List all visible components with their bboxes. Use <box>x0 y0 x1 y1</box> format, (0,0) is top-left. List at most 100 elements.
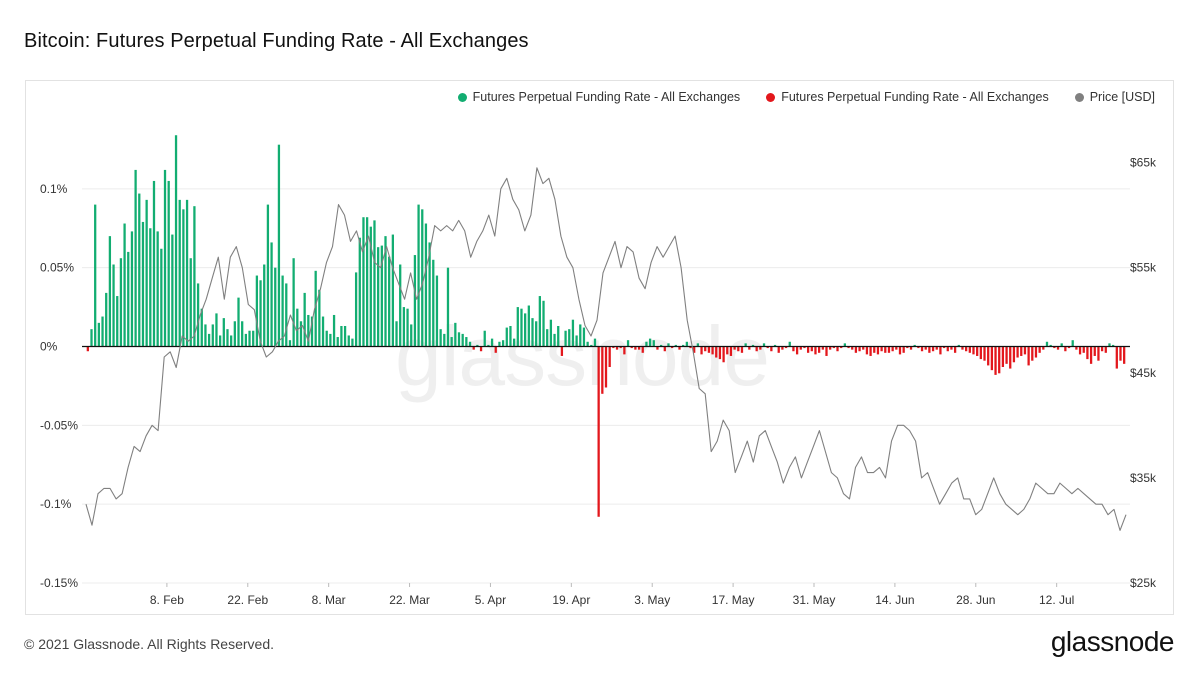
x-tick-label: 28. Jun <box>956 593 995 607</box>
bar-positive <box>457 332 461 347</box>
bar-positive <box>130 231 134 347</box>
bar-negative <box>1100 346 1104 352</box>
bar-negative <box>656 346 659 350</box>
bar-positive <box>538 296 541 347</box>
bar-negative <box>942 346 946 349</box>
bar-negative <box>873 346 876 353</box>
grid-layer <box>82 188 1130 584</box>
bar-positive <box>145 199 148 347</box>
bar-positive <box>134 169 137 347</box>
bar-negative <box>876 346 880 355</box>
bar-positive <box>535 321 538 347</box>
bar-positive <box>241 321 244 347</box>
bar-positive <box>564 330 567 347</box>
bar-positive <box>432 259 435 347</box>
bar-positive <box>310 316 314 347</box>
bar-positive <box>465 337 468 347</box>
x-tick-label: 12. Jul <box>1039 593 1074 607</box>
bar-positive <box>325 330 328 347</box>
legend-dot-icon <box>1074 92 1084 102</box>
bar-negative <box>968 346 971 353</box>
bar-positive <box>1045 341 1049 347</box>
bar-negative <box>770 346 773 352</box>
bar-positive <box>498 341 501 347</box>
bar-negative <box>917 346 920 349</box>
bar-negative <box>1123 346 1126 364</box>
bar-positive <box>362 217 365 347</box>
bar-negative <box>928 346 931 353</box>
bar-negative <box>1086 346 1089 360</box>
y-right-tick-label: $25k <box>1130 576 1157 590</box>
bar-positive <box>788 341 791 347</box>
bar-positive <box>152 180 156 347</box>
y-left-tick-label: 0% <box>40 340 58 354</box>
bar-positive <box>318 289 321 347</box>
bar-positive <box>200 308 203 347</box>
bar-negative <box>825 346 828 356</box>
legend-item-price[interactable]: Price [USD] <box>1074 90 1155 104</box>
bar-negative <box>86 346 89 352</box>
bar-negative <box>755 346 758 352</box>
bar-negative <box>1056 346 1060 350</box>
y-left-tick-label: 0.1% <box>40 182 68 196</box>
bar-positive <box>476 344 479 347</box>
bar-positive <box>553 333 556 347</box>
bar-negative <box>1005 346 1008 364</box>
bar-negative <box>689 346 692 349</box>
bar-positive <box>141 221 145 347</box>
x-tick-label: 8. Mar <box>312 593 346 607</box>
bar-negative <box>612 346 615 349</box>
bar-negative <box>472 346 475 350</box>
bar-negative <box>898 346 902 355</box>
y-left-tick-label: -0.1% <box>40 497 72 511</box>
bar-positive <box>196 283 200 347</box>
bar-negative <box>847 346 850 349</box>
bar-negative <box>818 346 821 353</box>
bar-positive <box>388 256 391 347</box>
brand-logo[interactable]: glassnode <box>1050 626 1175 657</box>
bar-positive <box>659 344 663 347</box>
bar-positive <box>244 333 247 347</box>
bar-negative <box>895 346 898 350</box>
bar-positive <box>380 245 383 347</box>
bar-positive <box>351 338 354 347</box>
y-left-tick-label: -0.05% <box>40 418 78 432</box>
bar-positive <box>542 300 545 347</box>
bar-negative <box>965 346 968 352</box>
bar-negative <box>737 346 740 352</box>
bar-negative <box>931 346 935 352</box>
bar-positive <box>645 341 648 347</box>
bar-positive <box>215 313 218 347</box>
bar-negative <box>1119 346 1122 361</box>
bar-positive <box>413 255 417 347</box>
bar-positive <box>97 322 100 347</box>
bar-positive <box>281 275 284 347</box>
x-tick-label: 8. Feb <box>150 593 184 607</box>
bar-negative <box>990 346 994 371</box>
bar-negative <box>953 346 957 353</box>
legend-item-negative-rate[interactable]: Futures Perpetual Funding Rate - All Exc… <box>766 90 1049 104</box>
bar-positive <box>468 341 472 347</box>
bar-positive <box>127 251 130 347</box>
bar-positive <box>402 307 406 347</box>
bar-positive <box>421 209 424 347</box>
bar-negative <box>663 346 666 352</box>
bar-negative <box>906 346 909 349</box>
bar-negative <box>1031 346 1034 361</box>
bar-positive <box>329 333 332 347</box>
bar-negative <box>1038 346 1041 353</box>
bar-negative <box>920 346 924 352</box>
legend-item-positive-rate[interactable]: Futures Perpetual Funding Rate - All Exc… <box>457 90 740 104</box>
bar-positive <box>219 335 222 347</box>
bar-positive <box>446 267 450 347</box>
x-tick-label: 5. Apr <box>475 593 506 607</box>
bar-negative <box>924 346 927 350</box>
bar-positive <box>1049 344 1052 347</box>
bar-negative <box>619 346 622 349</box>
bar-negative <box>1009 346 1012 369</box>
bar-positive <box>167 180 170 347</box>
bar-negative <box>608 346 611 367</box>
bar-negative <box>693 346 696 353</box>
bar-negative <box>840 346 843 349</box>
